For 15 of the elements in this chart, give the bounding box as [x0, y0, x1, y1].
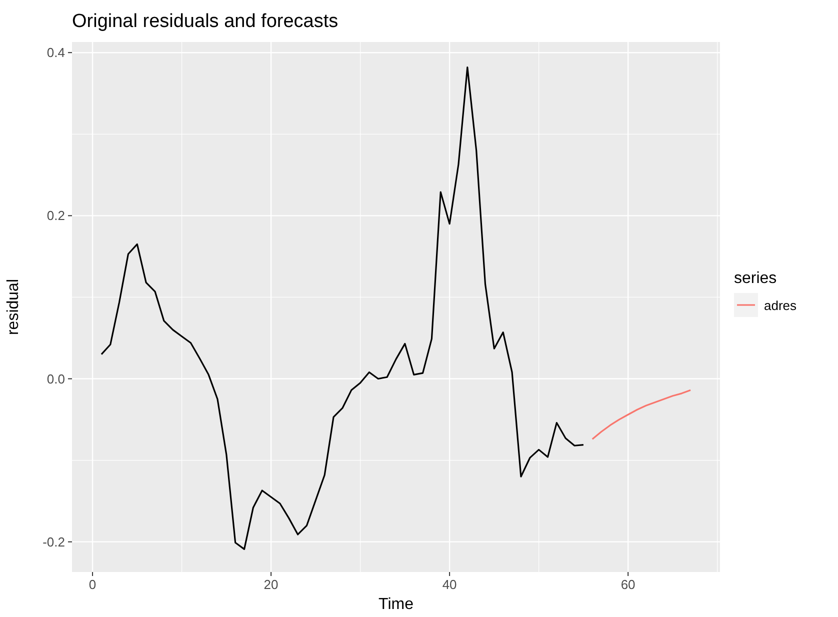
y-axis-title: residual — [5, 278, 22, 336]
x-tick-label: 20 — [264, 577, 278, 592]
y-tick-label: -0.2 — [42, 534, 65, 550]
y-tick-label: 0.4 — [46, 45, 65, 60]
legend-title: series — [734, 270, 777, 287]
line-series — [100, 66, 584, 550]
x-axis-title: Time — [378, 596, 414, 613]
line-series — [592, 389, 692, 440]
legend-label: adres — [764, 298, 798, 313]
x-tick-label: 40 — [442, 577, 457, 592]
x-tick-label: 60 — [620, 577, 636, 592]
chart-title: Original residuals and forecasts — [72, 11, 338, 32]
y-tick-label: 0.2 — [46, 208, 65, 224]
x-tick-label: 0 — [88, 577, 96, 592]
y-tick-label: 0.0 — [46, 371, 65, 386]
